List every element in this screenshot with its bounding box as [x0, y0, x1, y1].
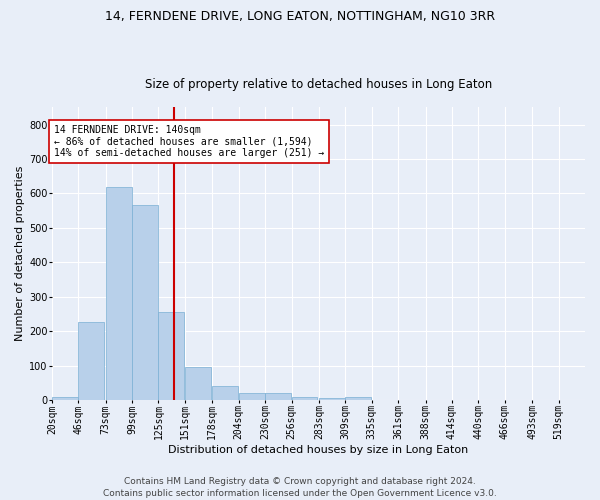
- X-axis label: Distribution of detached houses by size in Long Eaton: Distribution of detached houses by size …: [168, 445, 469, 455]
- Text: 14, FERNDENE DRIVE, LONG EATON, NOTTINGHAM, NG10 3RR: 14, FERNDENE DRIVE, LONG EATON, NOTTINGH…: [105, 10, 495, 23]
- Bar: [212, 386, 238, 400]
- Y-axis label: Number of detached properties: Number of detached properties: [15, 166, 25, 342]
- Title: Size of property relative to detached houses in Long Eaton: Size of property relative to detached ho…: [145, 78, 492, 91]
- Bar: [185, 366, 211, 400]
- Bar: [158, 312, 184, 400]
- Bar: [265, 393, 291, 400]
- Text: Contains HM Land Registry data © Crown copyright and database right 2024.
Contai: Contains HM Land Registry data © Crown c…: [103, 476, 497, 498]
- Bar: [346, 398, 371, 400]
- Bar: [239, 393, 265, 400]
- Text: 14 FERNDENE DRIVE: 140sqm
← 86% of detached houses are smaller (1,594)
14% of se: 14 FERNDENE DRIVE: 140sqm ← 86% of detac…: [54, 124, 324, 158]
- Bar: [78, 322, 104, 400]
- Bar: [292, 396, 317, 400]
- Bar: [319, 398, 345, 400]
- Bar: [52, 396, 78, 400]
- Bar: [106, 186, 131, 400]
- Bar: [132, 205, 158, 400]
